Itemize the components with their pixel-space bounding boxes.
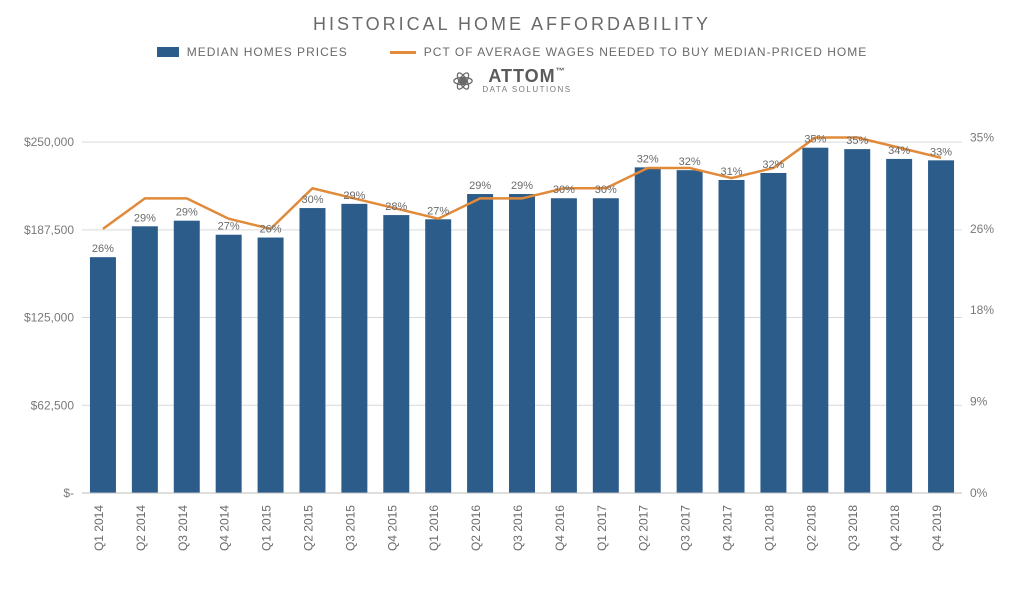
svg-text:35%: 35% bbox=[804, 133, 826, 145]
svg-text:9%: 9% bbox=[970, 394, 988, 408]
svg-text:29%: 29% bbox=[134, 212, 156, 224]
svg-text:Q4 2018: Q4 2018 bbox=[888, 504, 902, 550]
svg-text:0%: 0% bbox=[970, 486, 988, 500]
svg-text:Q1 2014: Q1 2014 bbox=[92, 504, 106, 550]
svg-text:35%: 35% bbox=[846, 135, 868, 147]
legend: MEDIAN HOMES PRICES PCT OF AVERAGE WAGES… bbox=[12, 45, 1012, 59]
chart-title: HISTORICAL HOME AFFORDABILITY bbox=[12, 14, 1012, 35]
svg-text:$125,000: $125,000 bbox=[24, 310, 74, 324]
svg-text:30%: 30% bbox=[301, 194, 323, 206]
svg-text:27%: 27% bbox=[427, 205, 449, 217]
legend-item-line: PCT OF AVERAGE WAGES NEEDED TO BUY MEDIA… bbox=[390, 45, 868, 59]
svg-text:$250,000: $250,000 bbox=[24, 135, 74, 149]
svg-text:Q2 2015: Q2 2015 bbox=[301, 504, 315, 550]
svg-text:26%: 26% bbox=[92, 243, 114, 255]
svg-text:18%: 18% bbox=[970, 303, 994, 317]
svg-text:Q3 2017: Q3 2017 bbox=[679, 504, 693, 550]
svg-text:26%: 26% bbox=[260, 223, 282, 235]
svg-text:Q4 2019: Q4 2019 bbox=[930, 504, 944, 550]
svg-text:Q3 2014: Q3 2014 bbox=[176, 504, 190, 550]
svg-text:28%: 28% bbox=[385, 201, 407, 213]
svg-text:29%: 29% bbox=[511, 180, 533, 192]
brand-name: ATTOM bbox=[488, 66, 555, 86]
svg-text:Q1 2017: Q1 2017 bbox=[595, 504, 609, 550]
svg-text:29%: 29% bbox=[176, 206, 198, 218]
svg-text:32%: 32% bbox=[762, 158, 784, 170]
svg-text:30%: 30% bbox=[553, 184, 575, 196]
svg-text:30%: 30% bbox=[595, 184, 617, 196]
svg-text:26%: 26% bbox=[970, 221, 994, 235]
svg-text:$-: $- bbox=[63, 486, 74, 500]
svg-text:Q2 2014: Q2 2014 bbox=[134, 504, 148, 550]
bar-swatch-icon bbox=[157, 47, 179, 57]
plot-area: $- $62,500 $125,000 $187,500 $250,000 0% 9% 18%… bbox=[12, 101, 1012, 581]
svg-text:Q1 2016: Q1 2016 bbox=[427, 504, 441, 550]
svg-text:$62,500: $62,500 bbox=[31, 398, 75, 412]
svg-text:Q4 2017: Q4 2017 bbox=[721, 504, 735, 550]
brand-tm: ™ bbox=[556, 66, 566, 76]
chart-svg: $- $62,500 $125,000 $187,500 $250,000 0% 9% 18%… bbox=[12, 101, 1012, 571]
svg-text:Q3 2015: Q3 2015 bbox=[343, 504, 357, 550]
legend-line-label: PCT OF AVERAGE WAGES NEEDED TO BUY MEDIA… bbox=[424, 45, 868, 59]
svg-text:$187,500: $187,500 bbox=[24, 222, 74, 236]
svg-text:Q3 2016: Q3 2016 bbox=[511, 504, 525, 550]
svg-text:Q2 2018: Q2 2018 bbox=[804, 504, 818, 550]
svg-text:32%: 32% bbox=[679, 156, 701, 168]
svg-text:Q3 2018: Q3 2018 bbox=[846, 504, 860, 550]
svg-text:29%: 29% bbox=[469, 180, 491, 192]
svg-text:35%: 35% bbox=[970, 130, 994, 144]
brand-logo-icon bbox=[452, 70, 474, 92]
legend-bars-label: MEDIAN HOMES PRICES bbox=[187, 45, 348, 59]
svg-text:Q1 2015: Q1 2015 bbox=[260, 504, 274, 550]
svg-text:Q2 2016: Q2 2016 bbox=[469, 504, 483, 550]
brand-sub: DATA SOLUTIONS bbox=[482, 85, 571, 94]
legend-item-bars: MEDIAN HOMES PRICES bbox=[157, 45, 348, 59]
svg-text:Q4 2016: Q4 2016 bbox=[553, 504, 567, 550]
svg-text:Q1 2018: Q1 2018 bbox=[762, 504, 776, 550]
svg-text:Q4 2014: Q4 2014 bbox=[218, 504, 232, 550]
brand-block: ATTOM™ DATA SOLUTIONS bbox=[12, 67, 1012, 97]
chart-container: HISTORICAL HOME AFFORDABILITY MEDIAN HOM… bbox=[0, 0, 1024, 598]
line-swatch-icon bbox=[390, 51, 416, 54]
svg-text:32%: 32% bbox=[637, 153, 659, 165]
svg-text:31%: 31% bbox=[721, 165, 743, 177]
svg-text:34%: 34% bbox=[888, 144, 910, 156]
svg-text:Q2 2017: Q2 2017 bbox=[637, 504, 651, 550]
svg-text:33%: 33% bbox=[930, 146, 952, 158]
svg-text:Q4 2015: Q4 2015 bbox=[385, 504, 399, 550]
svg-text:29%: 29% bbox=[343, 189, 365, 201]
svg-text:27%: 27% bbox=[218, 220, 240, 232]
